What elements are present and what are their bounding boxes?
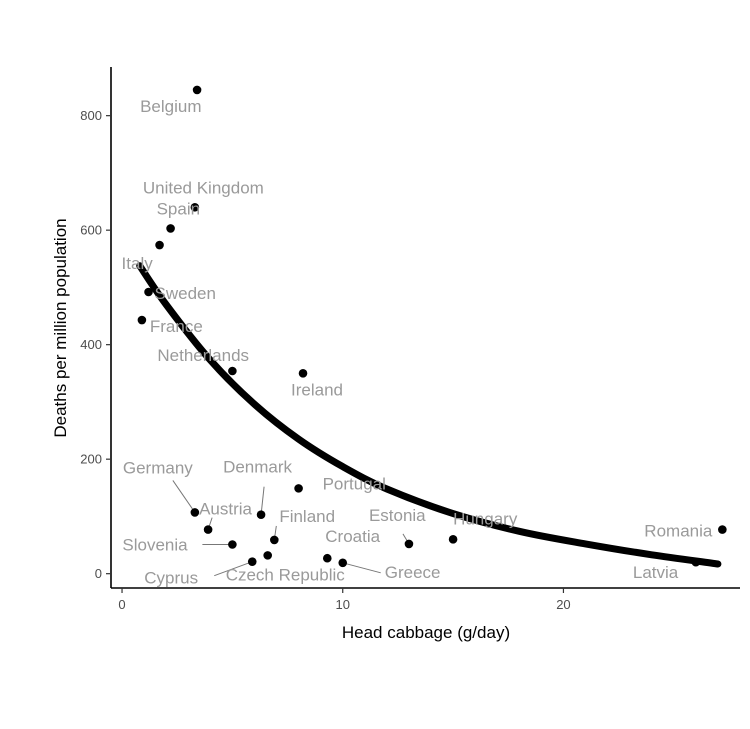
point-france — [137, 315, 147, 325]
point-denmark — [256, 510, 266, 520]
point-portugal — [294, 484, 303, 493]
label-sweden: Sweden — [155, 284, 216, 303]
label-estonia: Estonia — [369, 506, 426, 525]
label-united-kingdom: United Kingdom — [143, 178, 264, 197]
ticks: 0 200 400 600 800 0 10 20 — [80, 108, 570, 612]
x-tick-label: 20 — [556, 597, 570, 612]
y-tick-label: 800 — [80, 108, 102, 123]
point-netherlands — [228, 366, 237, 376]
label-austria: Austria — [199, 500, 252, 519]
label-belgium: Belgium — [140, 97, 201, 116]
leader-germany — [172, 480, 196, 513]
point-greece — [338, 558, 348, 568]
data-points — [137, 85, 727, 568]
label-ireland: Ireland — [291, 380, 343, 399]
label-greece: Greece — [385, 563, 441, 582]
label-latvia: Latvia — [633, 563, 679, 582]
point-finland — [270, 535, 279, 545]
point-belgium — [192, 85, 202, 95]
label-hungary: Hungary — [453, 509, 518, 528]
point-sweden — [144, 287, 153, 297]
y-tick-label: 200 — [80, 452, 102, 467]
label-germany: Germany — [123, 458, 193, 477]
point-austria — [203, 525, 213, 534]
point-spain — [166, 224, 175, 233]
trend-line — [136, 262, 722, 568]
point-hungary — [448, 535, 458, 544]
label-france: France — [150, 317, 203, 336]
point-latvia — [691, 557, 701, 567]
point-united-kingdom — [190, 202, 200, 212]
label-czech-republic: Czech Republic — [226, 565, 346, 584]
y-tick-label: 0 — [95, 566, 102, 581]
label-denmark: Denmark — [223, 458, 292, 477]
leader-greece — [342, 562, 381, 574]
leader-cyprus — [214, 561, 253, 577]
point-italy — [155, 240, 164, 250]
label-croatia: Croatia — [325, 527, 380, 546]
point-czech-republic — [263, 551, 272, 560]
point-ireland — [298, 369, 308, 378]
label-slovenia: Slovenia — [122, 535, 188, 554]
label-netherlands: Netherlands — [157, 346, 249, 365]
label-italy: Italy — [122, 254, 154, 273]
axes — [110, 67, 740, 589]
point-croatia — [322, 553, 332, 563]
label-cyprus: Cyprus — [144, 569, 198, 588]
point-romania — [718, 525, 727, 534]
x-tick-label: 0 — [118, 597, 125, 612]
y-tick-label: 400 — [80, 337, 102, 352]
point-germany — [190, 508, 200, 517]
point-slovenia — [228, 540, 237, 549]
x-axis-title: Head cabbage (g/day) — [342, 623, 510, 642]
label-portugal: Portugal — [323, 474, 386, 493]
point-cyprus — [247, 557, 257, 566]
y-tick-label: 600 — [80, 223, 102, 238]
label-spain: Spain — [157, 199, 200, 218]
leader-denmark — [260, 486, 265, 515]
y-axis-title: Deaths per million population — [51, 218, 70, 437]
point-estonia — [404, 539, 414, 549]
x-tick-label: 10 — [336, 597, 350, 612]
label-romania: Romania — [644, 522, 713, 541]
label-finland: Finland — [279, 507, 335, 526]
